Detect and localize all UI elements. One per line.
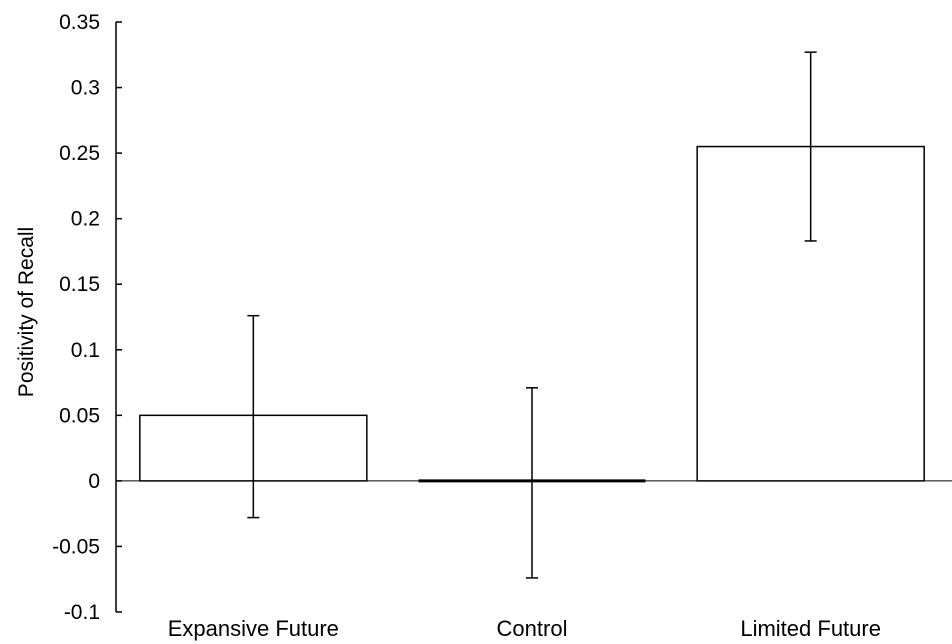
y-tick-label: -0.1 xyxy=(64,601,100,624)
y-ticks: -0.1 -0.05 0 0.05 0.1 0.15 0.2 0.25 0.3 0.35 xyxy=(52,11,122,624)
y-tick-label: 0 xyxy=(88,470,100,493)
y-tick-label: 0.3 xyxy=(71,77,100,100)
y-tick-label: 0.2 xyxy=(71,208,100,231)
category-label: Control xyxy=(497,616,568,641)
category-label: Expansive Future xyxy=(168,616,339,641)
y-tick-label: 0.1 xyxy=(71,339,100,362)
y-axis-title: Positivity of Recall xyxy=(15,227,38,397)
error-bars xyxy=(247,51,817,579)
category-labels: Expansive Future Control Limited Future xyxy=(168,616,881,641)
y-tick-label: 0.25 xyxy=(59,142,100,165)
category-label: Limited Future xyxy=(740,616,881,641)
y-tick-label: 0.15 xyxy=(59,273,100,296)
y-tick-label: 0.05 xyxy=(59,404,100,427)
y-tick-label: 0.35 xyxy=(59,11,100,34)
y-tick-label: -0.05 xyxy=(52,535,100,558)
